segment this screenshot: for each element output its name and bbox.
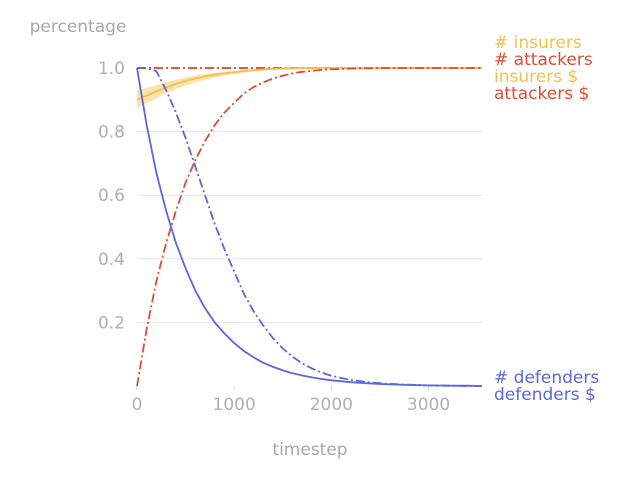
y-tick-label: 0.6 [98,186,125,206]
confidence-bands [137,68,482,108]
legend-label: attackers $ [494,84,589,104]
x-tick-label: 2000 [310,395,353,415]
series-line-insurers [136,67,482,101]
grid-lines [137,67,482,323]
y-tick-label: 0.8 [98,123,125,143]
legend-label: insurers $ [494,67,578,87]
legend-label: defenders $ [494,385,596,405]
series-line-defenders [136,67,483,387]
x-tick-label: 3000 [407,395,450,415]
band-insurers [137,68,482,108]
x-axis-label: timestep [272,440,347,460]
legend-label: # defenders [494,368,599,388]
x-axis-ticks: 0 1000 2000 3000 [132,386,450,415]
series-lines [136,67,483,387]
series-line-defenders [137,67,482,387]
legend-label: # insurers [494,33,582,53]
x-tick-label: 0 [132,395,143,415]
y-tick-label: 0.4 [98,250,125,270]
y-axis-ticks: 0.2 0.4 0.6 0.8 1.0 [98,59,125,333]
legend-label: # attackers [494,50,593,70]
y-tick-label: 0.2 [98,313,125,333]
x-tick-label: 1000 [213,395,256,415]
y-axis-label: percentage [30,17,127,37]
series-line-attackers [136,67,482,387]
y-tick-label: 1.0 [98,59,125,79]
